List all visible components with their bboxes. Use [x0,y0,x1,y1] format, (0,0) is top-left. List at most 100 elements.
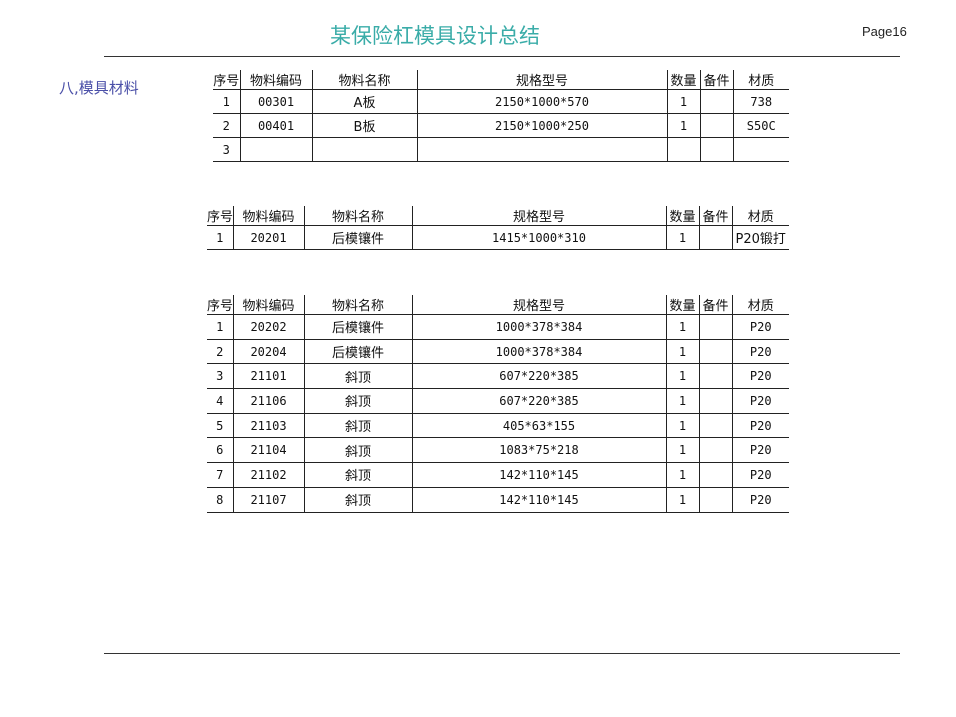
column-header-specification: 规格型号 [411,295,666,315]
bottom-divider [104,653,900,654]
cell-material-name: A板 [311,89,417,114]
cell-material-code: 21107 [232,487,304,513]
cell-specification: 2150*1000*250 [416,113,667,138]
cell-index: 2 [207,339,233,365]
header-row: 序号 物料编码 物料名称 规格型号 数量 备件 材质 [207,295,789,315]
section-heading: 八,模具材料 [59,79,139,97]
column-header-material-name: 物料名称 [303,295,412,315]
cell-specification: 1083*75*218 [411,437,666,464]
table-row: 2 00401 B板 2150*1000*250 1 S50C [213,113,789,138]
cell-spare [699,113,733,138]
cell-material: P20 [731,413,789,439]
cell-quantity: 1 [665,487,699,513]
cell-material-code: 00401 [239,113,312,138]
cell-material-name: 斜顶 [303,388,412,414]
materials-table-3: 序号 物料编码 物料名称 规格型号 数量 备件 材质 1 20202 后模镶件 1000*378*3… [207,295,789,513]
page-title: 某保险杠模具设计总结 [330,24,540,48]
cell-material: P20 [731,363,789,390]
cell-material: P20 [731,388,789,414]
cell-spare [699,89,733,114]
materials-table-2: 序号 物料编码 物料名称 规格型号 数量 备件 材质 1 20201 后模镶件 1415*1000*… [207,206,789,250]
cell-material: S50C [732,113,789,138]
cell-material-name: 斜顶 [303,437,412,464]
cell-material [732,137,789,162]
table-row: 1 20201 后模镶件 1415*1000*310 1 P20锻打 [207,225,789,250]
cell-index: 3 [207,363,233,390]
column-header-specification: 规格型号 [416,70,667,90]
cell-material-code: 21101 [232,363,304,390]
cell-quantity: 1 [665,225,699,250]
cell-specification: 1000*378*384 [411,314,666,340]
cell-specification: 2150*1000*570 [416,89,667,114]
cell-quantity: 1 [665,413,699,439]
cell-material: P20 [731,339,789,365]
column-header-material-name: 物料名称 [303,206,412,226]
cell-material-code: 00301 [239,89,312,114]
cell-spare [698,314,732,340]
cell-index: 4 [207,388,233,414]
column-header-quantity: 数量 [665,295,699,315]
cell-quantity: 1 [666,89,700,114]
cell-index: 1 [213,89,240,114]
table-row: 6 21104 斜顶 1083*75*218 1 P20 [207,437,789,464]
cell-material: P20 [731,462,789,488]
cell-spare [698,462,732,488]
cell-index: 3 [213,137,240,162]
cell-material-code: 21103 [232,413,304,439]
cell-specification [416,137,667,162]
cell-material-code: 20201 [232,225,304,250]
cell-quantity: 1 [665,363,699,390]
cell-quantity: 1 [665,388,699,414]
cell-material-code: 21102 [232,462,304,488]
cell-material-name: 后模镶件 [303,225,412,250]
column-header-material: 材质 [731,206,789,226]
column-header-spare: 备件 [699,70,733,90]
cell-material-code: 21104 [232,437,304,464]
cell-material-name: 斜顶 [303,363,412,390]
cell-quantity: 1 [665,462,699,488]
cell-spare [698,225,732,250]
cell-specification: 405*63*155 [411,413,666,439]
materials-table-1: 序号 物料编码 物料名称 规格型号 数量 备件 材质 1 00301 A板 2150*1000*57… [213,70,789,162]
cell-material: P20 [731,487,789,513]
header-row: 序号 物料编码 物料名称 规格型号 数量 备件 材质 [213,70,789,90]
column-header-material-name: 物料名称 [311,70,417,90]
cell-spare [698,413,732,439]
cell-spare [698,363,732,390]
column-header-spare: 备件 [698,206,732,226]
cell-spare [698,388,732,414]
column-header-quantity: 数量 [665,206,699,226]
table-row: 4 21106 斜顶 607*220*385 1 P20 [207,388,789,414]
cell-material-name: 斜顶 [303,413,412,439]
cell-material-code: 21106 [232,388,304,414]
top-divider [104,56,900,57]
table-row: 7 21102 斜顶 142*110*145 1 P20 [207,462,789,488]
cell-index: 1 [207,314,233,340]
column-header-material-code: 物料编码 [232,206,304,226]
column-header-material-code: 物料编码 [239,70,312,90]
column-header-index: 序号 [207,295,233,315]
cell-spare [698,487,732,513]
table-row: 1 20202 后模镶件 1000*378*384 1 P20 [207,314,789,340]
cell-material-name: 斜顶 [303,462,412,488]
cell-material-name: 斜顶 [303,487,412,513]
cell-quantity [666,137,700,162]
cell-material: 738 [732,89,789,114]
page-number: Page16 [862,24,907,39]
cell-material-code [239,137,312,162]
cell-index: 5 [207,413,233,439]
cell-material: P20锻打 [731,225,789,250]
table-row: 5 21103 斜顶 405*63*155 1 P20 [207,413,789,439]
header-row: 序号 物料编码 物料名称 规格型号 数量 备件 材质 [207,206,789,226]
cell-specification: 607*220*385 [411,363,666,390]
cell-spare [698,437,732,464]
column-header-material-code: 物料编码 [232,295,304,315]
column-header-index: 序号 [207,206,233,226]
cell-specification: 142*110*145 [411,487,666,513]
cell-index: 8 [207,487,233,513]
column-header-specification: 规格型号 [411,206,666,226]
cell-material: P20 [731,314,789,340]
table-row: 8 21107 斜顶 142*110*145 1 P20 [207,487,789,513]
column-header-spare: 备件 [698,295,732,315]
cell-material-name [311,137,417,162]
